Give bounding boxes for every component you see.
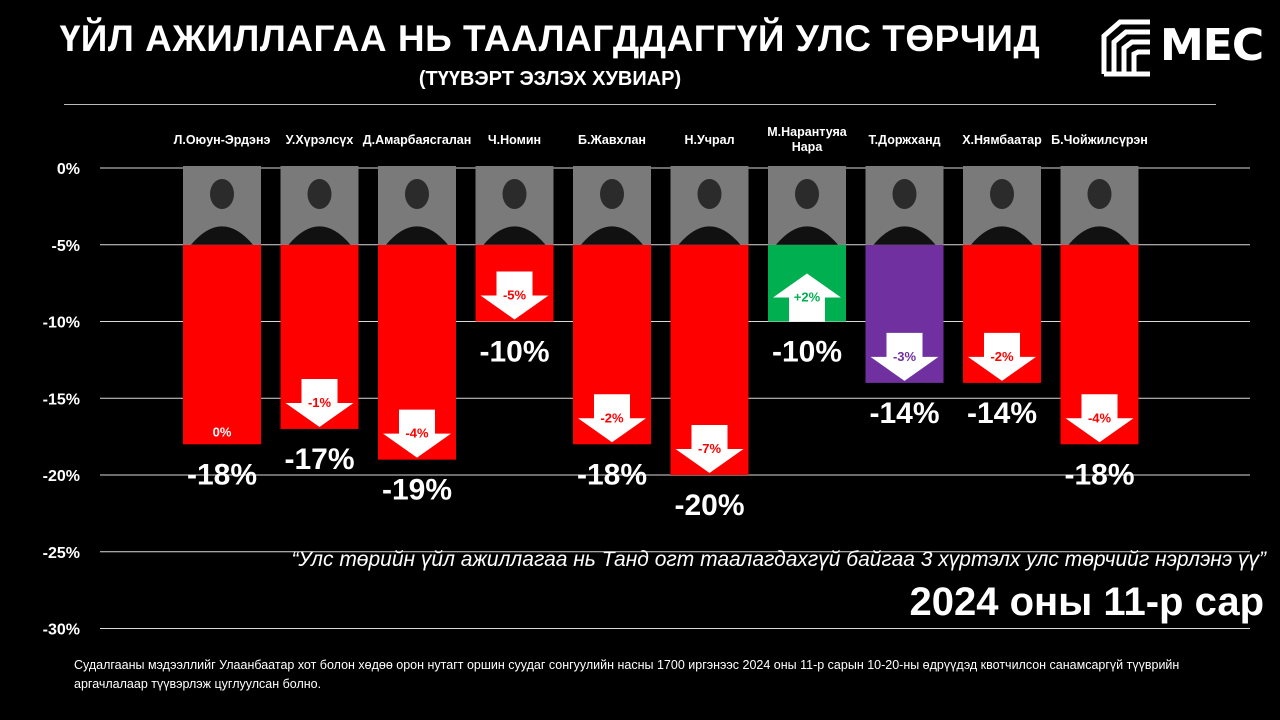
change-label: -1% (308, 395, 332, 410)
y-tick-label: 0% (57, 161, 80, 178)
value-label: -10% (772, 336, 842, 369)
y-tick-label: -10% (43, 315, 80, 332)
chart-title: ҮЙЛ АЖИЛЛАГАА НЬ ТААЛАГДДАГГҮЙ УЛС ТӨРЧИ… (59, 18, 1041, 59)
bar (183, 244, 261, 445)
change-arrow (675, 425, 744, 473)
value-label: -18% (187, 458, 257, 491)
footnote: Судалгааны мэдээллийг Улаанбаатар хот бо… (74, 658, 1180, 691)
value-label: -14% (869, 397, 939, 430)
change-label: -4% (1088, 410, 1112, 425)
mec-logo-icon (1101, 19, 1150, 77)
y-tick-label: -30% (43, 622, 80, 639)
portrait-head (405, 179, 429, 209)
change-label: +2% (794, 290, 821, 305)
y-tick-label: -20% (43, 468, 80, 485)
change-label: -5% (503, 288, 527, 303)
change-arrow (1065, 394, 1134, 443)
category-label: Т.Доржханд (868, 133, 940, 147)
change-label: 0% (213, 424, 232, 439)
value-label: -18% (1064, 458, 1134, 491)
portrait-head (795, 179, 819, 209)
y-tick-label: -5% (52, 238, 80, 255)
chart-subtitle: (ТҮҮВЭРТ ЭЗЛЭХ ХУВИАР) (418, 68, 682, 90)
survey-question: “Улс төрийн үйл ажиллагаа нь Танд огт та… (291, 548, 1266, 571)
category-label: М.Нарантуяа (767, 125, 848, 139)
value-label: -19% (382, 474, 452, 507)
value-label: -20% (674, 489, 744, 522)
portrait-body (483, 226, 546, 245)
change-arrow (480, 271, 549, 320)
y-tick-label: -25% (43, 545, 80, 562)
portrait-head (697, 179, 722, 209)
portrait-head (892, 179, 917, 209)
portrait-body (873, 226, 936, 245)
value-label: -17% (284, 443, 354, 476)
value-label: -10% (479, 336, 549, 369)
portrait-body (191, 226, 253, 245)
portrait-body (386, 226, 448, 245)
value-label: -18% (577, 458, 647, 491)
change-arrow (285, 378, 354, 427)
portrait-head (600, 179, 624, 209)
category-label: Н.Учрал (684, 133, 734, 147)
change-label: -7% (698, 441, 722, 456)
title-divider (64, 104, 1216, 105)
category-label: Нара (792, 140, 824, 154)
category-label: У.Хүрэлсүх (286, 133, 354, 147)
portrait-body (776, 226, 838, 245)
portrait-body (288, 226, 351, 245)
change-arrow (773, 273, 841, 322)
change-arrow (383, 409, 451, 458)
change-arrow (968, 332, 1036, 381)
portrait-head (502, 179, 527, 209)
portrait-head (307, 179, 332, 209)
category-label: Л.Оюун-Эрдэнэ (174, 133, 271, 147)
portrait-body (678, 226, 741, 245)
change-label: -2% (600, 410, 624, 425)
change-label: -4% (405, 426, 429, 441)
category-label: Х.Нямбаатар (962, 133, 1042, 147)
portrait-head (990, 179, 1014, 209)
portrait-head (210, 179, 234, 209)
bar-chart: 0% -5% -10% -15% -20% -25% -30% Л.Оюун-Эрдэнэ 0%… (43, 125, 1250, 639)
change-label: -2% (990, 349, 1014, 364)
portrait-head (1087, 179, 1112, 209)
survey-date: 2024 оны 11-р сар (909, 580, 1264, 624)
category-label: Ч.Номин (488, 133, 541, 147)
category-label: Б.Жавхлан (578, 133, 646, 147)
logo-text: MEC (1160, 20, 1264, 71)
y-tick-label: -15% (43, 391, 80, 408)
change-label: -3% (893, 349, 917, 364)
portrait-body (971, 226, 1033, 245)
change-arrow (870, 332, 939, 381)
portrait-body (581, 226, 643, 245)
category-label: Б.Чойжилсүрэн (1051, 133, 1148, 147)
change-arrow (578, 394, 646, 443)
value-label: -14% (967, 397, 1037, 430)
category-label: Д.Амарбаясгалан (363, 133, 472, 147)
portrait-body (1068, 226, 1131, 245)
